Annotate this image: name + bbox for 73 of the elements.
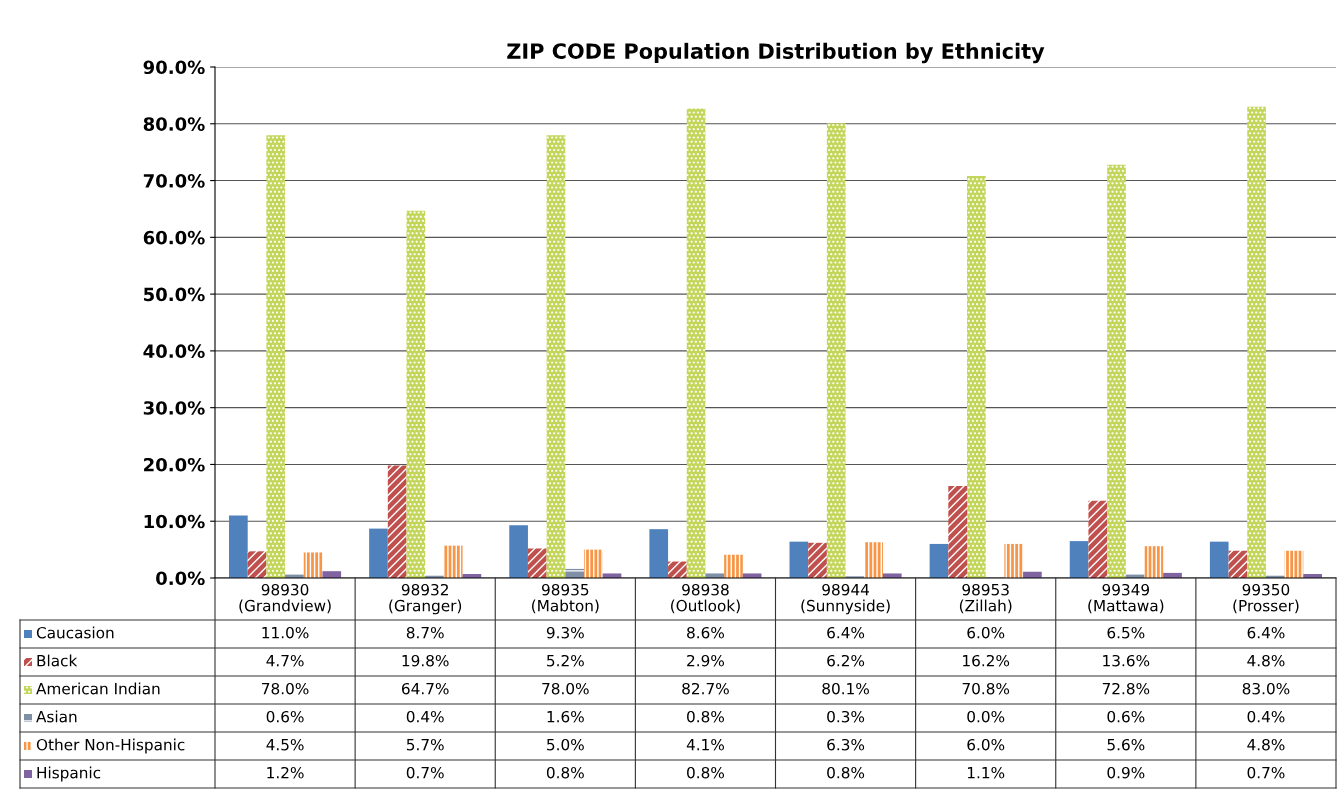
data-label: 6.3%	[827, 738, 865, 751]
data-label: 5.6%	[1107, 738, 1145, 751]
data-label: 6.0%	[967, 626, 1005, 639]
y-tick-label: 90.0%	[143, 60, 205, 75]
data-label: 0.0%	[967, 710, 1005, 723]
data-label: 19.8%	[402, 654, 449, 667]
x-tick-label: 98953 (Zillah)	[959, 583, 1012, 614]
data-label: 1.1%	[967, 766, 1005, 779]
y-tick-label: 80.0%	[143, 117, 205, 131]
data-label: 8.7%	[406, 626, 444, 639]
data-label: 0.3%	[827, 710, 865, 723]
data-label: 82.7%	[682, 682, 729, 695]
data-label: 16.2%	[963, 654, 1010, 667]
data-label: 70.8%	[962, 682, 1010, 695]
data-label: 4.1%	[686, 738, 724, 751]
data-label: 0.8%	[687, 710, 724, 723]
data-label: 8.6%	[687, 626, 724, 639]
data-label: 0.4%	[1247, 710, 1285, 723]
data-label: 1.2%	[267, 766, 304, 779]
y-tick-label: 20.0%	[144, 457, 205, 472]
data-label: 6.4%	[827, 626, 865, 639]
x-tick-label: 98930 (Grandview)	[239, 583, 331, 614]
data-label: 64.7%	[401, 682, 449, 695]
data-label: 78.0%	[262, 682, 309, 695]
data-label: 4.8%	[1247, 738, 1285, 751]
data-label: 13.6%	[1103, 654, 1150, 667]
data-label: 0.9%	[1107, 766, 1145, 779]
legend-label: Black	[37, 654, 78, 667]
y-tick-label: 40.0%	[143, 344, 205, 359]
data-label: 5.0%	[547, 738, 584, 751]
data-label: 4.5%	[266, 738, 304, 751]
data-label: 83.0%	[1242, 682, 1290, 695]
x-tick-label: 99349 (Mattawa)	[1088, 583, 1164, 614]
data-label: 80.1%	[822, 682, 869, 695]
data-label: 0.6%	[1107, 710, 1145, 723]
x-tick-label: 98938 (Outlook)	[671, 583, 740, 614]
x-tick-label: 99350 (Prosser)	[1233, 583, 1299, 614]
data-label: 6.0%	[967, 738, 1005, 751]
data-label: 6.2%	[827, 654, 865, 667]
data-label: 78.0%	[542, 682, 589, 695]
data-label: 1.6%	[547, 710, 584, 723]
data-label: 0.7%	[406, 766, 444, 779]
x-tick-label: 98932 (Granger)	[389, 583, 462, 615]
legend-label: American Indian	[36, 682, 160, 695]
legend-label: Caucasion	[36, 626, 114, 639]
y-tick-label: 10.0%	[144, 514, 205, 529]
y-tick-label: 60.0%	[143, 230, 205, 245]
data-label: 0.8%	[687, 766, 724, 779]
data-label: 5.2%	[547, 654, 584, 667]
data-label: 0.6%	[266, 710, 304, 723]
data-label: 0.8%	[546, 766, 584, 779]
y-tick-label: 70.0%	[143, 174, 205, 188]
data-label: 2.9%	[687, 654, 724, 667]
data-label: 4.7%	[266, 654, 304, 667]
y-tick-label: 30.0%	[143, 401, 205, 415]
legend-label: Other Non-Hispanic	[36, 738, 185, 754]
data-label: 6.4%	[1247, 626, 1285, 639]
data-label: 72.8%	[1102, 682, 1150, 695]
x-tick-label: 98944 (Sunnyside)	[801, 583, 890, 615]
legend-label: Hispanic	[37, 766, 101, 782]
data-label: 9.3%	[546, 626, 584, 639]
y-tick-label: 50.0%	[144, 287, 205, 302]
data-label: 5.7%	[406, 738, 444, 751]
x-tick-label: 98935 (Mabton)	[532, 583, 599, 614]
y-tick-label: 0.0%	[156, 571, 205, 586]
chart-title: ZIP CODE Population Distribution by Ethnicity	[507, 42, 1045, 64]
data-label: 0.4%	[406, 710, 444, 723]
data-label: 11.0%	[262, 626, 309, 639]
legend-label: Asian	[36, 710, 77, 723]
data-label: 0.7%	[1247, 766, 1285, 779]
data-label: 0.8%	[827, 766, 865, 779]
data-label: 4.8%	[1247, 654, 1285, 667]
data-label: 6.5%	[1107, 626, 1145, 639]
